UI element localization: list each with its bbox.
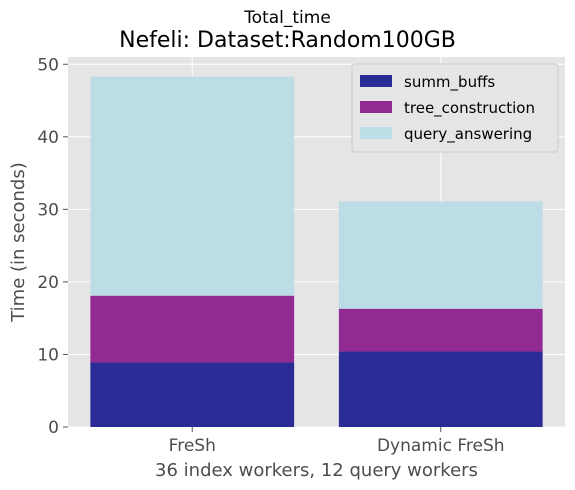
ytick-label: 10 [37, 345, 59, 365]
x-axis-label: 36 index workers, 12 query workers [155, 460, 478, 481]
legend-label: query_answering [404, 125, 532, 144]
bar-tree-construction [338, 308, 543, 352]
bar-summ-buffs [90, 362, 295, 427]
bar-query-answering [90, 76, 295, 296]
ytick-label: 50 [37, 55, 59, 75]
ytick-label: 40 [37, 128, 59, 148]
legend-label: summ_buffs [404, 73, 495, 92]
xtick-label: Dynamic FreSh [377, 436, 505, 456]
chart-title: Nefeli: Dataset:Random100GB [119, 28, 456, 53]
bar-query-answering [338, 201, 543, 309]
y-axis-label: Time (in seconds) [8, 162, 29, 323]
bar-tree-construction [90, 295, 295, 363]
bar-summ-buffs [338, 351, 543, 427]
xtick-label: FreSh [169, 436, 216, 456]
legend-label: tree_construction [404, 99, 535, 118]
legend-swatch [360, 127, 392, 139]
ytick-label: 20 [37, 273, 59, 293]
chart-suptitle: Total_time [244, 8, 331, 28]
legend-swatch [360, 75, 392, 87]
ytick-label: 30 [37, 200, 59, 220]
ytick-label: 0 [48, 418, 59, 438]
legend-swatch [360, 101, 392, 113]
legend-box [351, 63, 559, 153]
